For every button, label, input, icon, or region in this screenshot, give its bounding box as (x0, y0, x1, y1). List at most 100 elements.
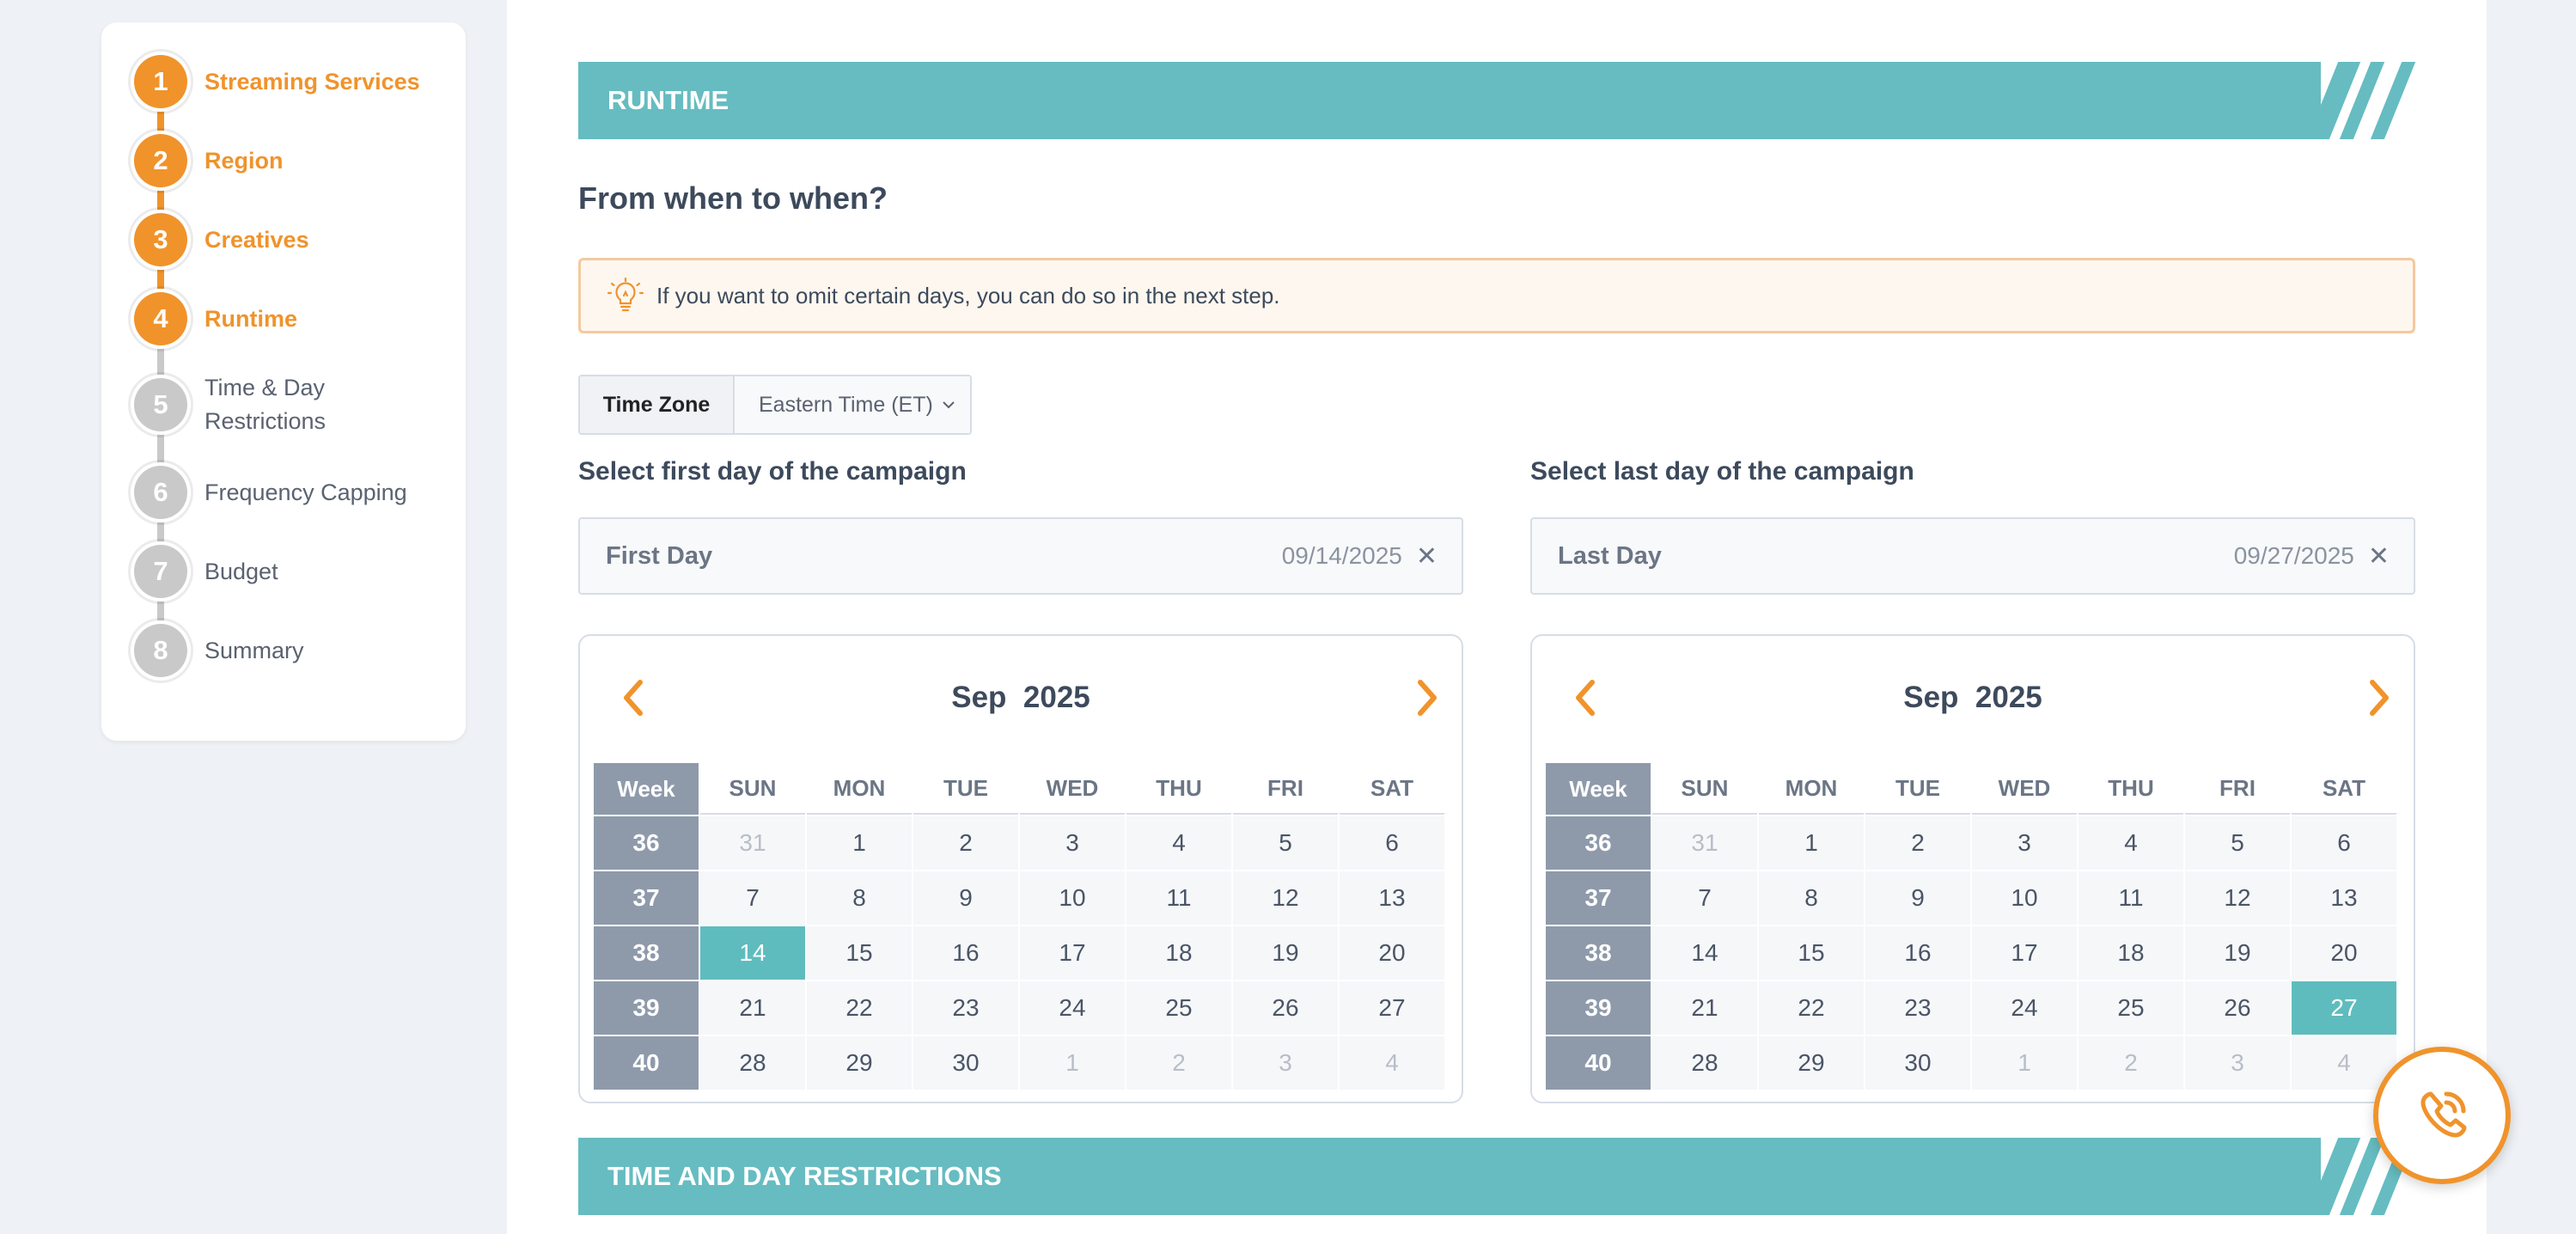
calendar-day[interactable]: 8 (1759, 871, 1864, 925)
weekday-header: MON (1759, 763, 1864, 815)
calendar-day[interactable]: 2 (2079, 1036, 2183, 1090)
step-3[interactable]: 3 Creatives (134, 213, 428, 266)
calendar-day[interactable]: 1 (1020, 1036, 1125, 1090)
step-8[interactable]: 8 Summary (134, 624, 428, 677)
step-label: Budget (204, 558, 278, 584)
calendar-day[interactable]: 24 (1020, 981, 1125, 1035)
clear-last-day-icon[interactable]: ✕ (2367, 541, 2390, 571)
calendar-day[interactable]: 3 (1233, 1036, 1338, 1090)
calendar-day[interactable]: 15 (1759, 926, 1864, 980)
calendar-day[interactable]: 10 (1972, 871, 2077, 925)
calendar-day[interactable]: 5 (1233, 816, 1338, 870)
step-2[interactable]: 2 Region (134, 134, 428, 187)
calendar-day[interactable]: 26 (1233, 981, 1338, 1035)
calendar-day[interactable]: 2 (913, 816, 1018, 870)
calendar-day[interactable]: 4 (1340, 1036, 1444, 1090)
calendar-day[interactable]: 4 (2292, 1036, 2396, 1090)
calendar-day[interactable]: 17 (1972, 926, 2077, 980)
stepper-connector (157, 161, 164, 240)
calendar-day[interactable]: 2 (1865, 816, 1970, 870)
previous-month-icon[interactable] (1566, 674, 1606, 722)
calendar-day[interactable]: 30 (913, 1036, 1018, 1090)
calendar-day[interactable]: 8 (807, 871, 912, 925)
calendar-day[interactable]: 4 (1126, 816, 1231, 870)
weekday-header: SAT (1340, 763, 1444, 815)
calendar-day[interactable]: 12 (1233, 871, 1338, 925)
calendar-day[interactable]: 13 (2292, 871, 2396, 925)
calendar-day[interactable]: 27 (1340, 981, 1444, 1035)
week-number: 40 (594, 1036, 699, 1090)
calendar-day[interactable]: 11 (1126, 871, 1231, 925)
week-number: 37 (1546, 871, 1651, 925)
calendar-day[interactable]: 13 (1340, 871, 1444, 925)
next-month-icon[interactable] (1407, 674, 1446, 722)
step-4[interactable]: 4 Runtime (134, 292, 428, 345)
step-5[interactable]: 5 Time & Day Restrictions (134, 375, 428, 434)
step-6[interactable]: 6 Frequency Capping (134, 466, 428, 519)
calendar-day[interactable]: 1 (807, 816, 912, 870)
previous-month-icon[interactable] (614, 674, 654, 722)
calendar-day-selected[interactable]: 14 (700, 926, 805, 980)
calendar-day[interactable]: 3 (2185, 1036, 2290, 1090)
calendar-day[interactable]: 9 (913, 871, 1018, 925)
first-day-field[interactable]: First Day 09/14/2025 ✕ (578, 517, 1463, 595)
calendar-day[interactable]: 4 (2079, 816, 2183, 870)
week-number: 37 (594, 871, 699, 925)
week-number: 39 (594, 981, 699, 1035)
calendar-day[interactable]: 9 (1865, 871, 1970, 925)
week-number: 38 (1546, 926, 1651, 980)
next-month-icon[interactable] (2359, 674, 2398, 722)
calendar-day[interactable]: 29 (1759, 1036, 1864, 1090)
calendar-day[interactable]: 19 (1233, 926, 1338, 980)
calendar-day[interactable]: 3 (1020, 816, 1125, 870)
calendar-day[interactable]: 26 (2185, 981, 2290, 1035)
calendar-day[interactable]: 24 (1972, 981, 2077, 1035)
last-day-title: Select last day of the campaign (1530, 457, 1914, 486)
calendar-day[interactable]: 7 (700, 871, 805, 925)
call-support-button[interactable] (2373, 1047, 2511, 1184)
calendar-day[interactable]: 18 (1126, 926, 1231, 980)
calendar-day[interactable]: 22 (807, 981, 912, 1035)
calendar-day[interactable]: 22 (1759, 981, 1864, 1035)
clear-first-day-icon[interactable]: ✕ (1415, 541, 1438, 571)
calendar-day[interactable]: 6 (1340, 816, 1444, 870)
calendar-day[interactable]: 25 (1126, 981, 1231, 1035)
calendar-day[interactable]: 29 (807, 1036, 912, 1090)
calendar-day[interactable]: 28 (1652, 1036, 1757, 1090)
calendar-day[interactable]: 20 (1340, 926, 1444, 980)
calendar-day[interactable]: 15 (807, 926, 912, 980)
step-number: 8 (134, 624, 187, 677)
calendar-day-selected[interactable]: 27 (2292, 981, 2396, 1035)
calendar-day[interactable]: 1 (1972, 1036, 2077, 1090)
calendar-day[interactable]: 28 (700, 1036, 805, 1090)
calendar-day[interactable]: 3 (1972, 816, 2077, 870)
calendar-day[interactable]: 5 (2185, 816, 2290, 870)
calendar-day[interactable]: 6 (2292, 816, 2396, 870)
calendar-day[interactable]: 21 (1652, 981, 1757, 1035)
calendar-day[interactable]: 31 (700, 816, 805, 870)
timezone-select[interactable]: Eastern Time (ET) (735, 376, 970, 433)
calendar-day[interactable]: 18 (2079, 926, 2183, 980)
calendar-day[interactable]: 23 (913, 981, 1018, 1035)
calendar-day[interactable]: 19 (2185, 926, 2290, 980)
step-1[interactable]: 1 Streaming Services (134, 55, 428, 108)
calendar-day[interactable]: 2 (1126, 1036, 1231, 1090)
calendar-day[interactable]: 16 (913, 926, 1018, 980)
calendar-day[interactable]: 12 (2185, 871, 2290, 925)
calendar-day[interactable]: 16 (1865, 926, 1970, 980)
calendar-day[interactable]: 10 (1020, 871, 1125, 925)
step-number: 2 (134, 134, 187, 187)
calendar-day[interactable]: 31 (1652, 816, 1757, 870)
calendar-day[interactable]: 25 (2079, 981, 2183, 1035)
calendar-day[interactable]: 7 (1652, 871, 1757, 925)
calendar-day[interactable]: 11 (2079, 871, 2183, 925)
calendar-day[interactable]: 20 (2292, 926, 2396, 980)
calendar-day[interactable]: 17 (1020, 926, 1125, 980)
calendar-day[interactable]: 21 (700, 981, 805, 1035)
calendar-day[interactable]: 23 (1865, 981, 1970, 1035)
step-7[interactable]: 7 Budget (134, 545, 428, 598)
last-day-field[interactable]: Last Day 09/27/2025 ✕ (1530, 517, 2415, 595)
calendar-day[interactable]: 1 (1759, 816, 1864, 870)
calendar-day[interactable]: 30 (1865, 1036, 1970, 1090)
calendar-day[interactable]: 14 (1652, 926, 1757, 980)
